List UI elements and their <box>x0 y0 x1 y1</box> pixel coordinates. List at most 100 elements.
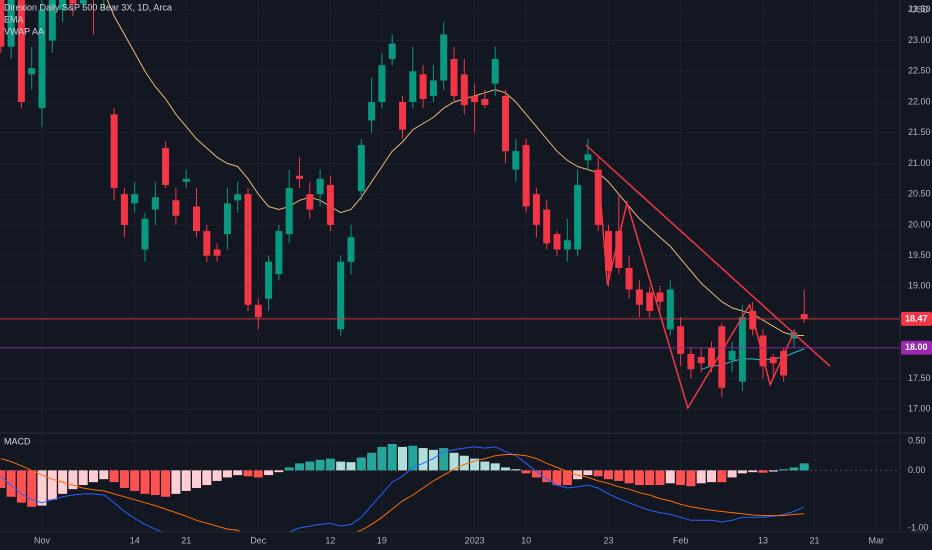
macd-hist-bar <box>161 470 171 497</box>
price-label: 18.47 <box>905 313 928 323</box>
macd-hist-bar <box>511 469 521 471</box>
candle-body <box>48 0 56 41</box>
legend-ema: EMA <box>4 14 24 24</box>
candle-body <box>296 175 303 179</box>
macd-hist-bar <box>470 458 480 471</box>
candle-body <box>254 304 262 318</box>
x-tick-label: 23 <box>603 535 613 545</box>
x-tick-label: 21 <box>809 535 819 545</box>
x-tick-label: Feb <box>673 535 689 545</box>
candle-body <box>79 0 87 4</box>
macd-hist-bar <box>552 470 562 486</box>
x-tick-label: 13 <box>758 535 768 545</box>
candle-body <box>625 267 633 290</box>
macd-title: MACD <box>4 436 31 446</box>
candle-body <box>749 310 757 330</box>
candle-body <box>800 314 808 319</box>
candle-body <box>223 203 231 235</box>
candle-body <box>502 95 509 152</box>
price-label-box <box>901 311 932 326</box>
candle-body <box>59 0 67 10</box>
candle-body <box>594 169 602 225</box>
candle-body <box>120 194 128 225</box>
candle-body <box>522 145 530 207</box>
macd-hist-bar <box>408 445 418 471</box>
candle-body <box>666 289 674 330</box>
candle-body <box>275 231 283 275</box>
macd-hist-bar <box>387 443 397 471</box>
macd-hist-bar <box>779 469 789 471</box>
macd-hist-bar <box>47 470 57 500</box>
macd-line <box>0 446 805 532</box>
macd-hist-bar <box>768 470 778 472</box>
macd-hist-bar <box>0 470 6 488</box>
x-tick-label: 12 <box>325 535 335 545</box>
macd-hist-bar <box>398 446 407 471</box>
macd-hist-bar <box>531 470 541 478</box>
macd-hist-bar <box>686 470 696 487</box>
macd-hist-bar <box>233 470 243 476</box>
candle-body <box>769 357 777 364</box>
macd-hist-bar <box>346 462 356 471</box>
grid <box>0 469 900 471</box>
candle-body <box>460 74 468 106</box>
candle-body <box>419 74 427 99</box>
candle-body <box>368 102 376 121</box>
macd-line <box>0 454 805 532</box>
macd-hist-bar <box>284 467 294 471</box>
price-label: 18.00 <box>905 342 928 352</box>
candle-body <box>481 98 489 106</box>
candle-body <box>326 184 334 225</box>
macd-hist-bar <box>634 470 644 486</box>
macd-tick-label: 0.00 <box>908 465 926 475</box>
macd-hist-bar <box>274 470 284 473</box>
y-tick-label: 20.00 <box>908 219 931 229</box>
candle-body <box>532 194 540 225</box>
macd-hist-bar <box>480 461 490 471</box>
macd-hist-bar <box>16 470 26 503</box>
macd-pane <box>0 443 809 532</box>
candle-body <box>0 0 5 47</box>
candle-body <box>738 317 746 382</box>
candle-body <box>347 237 355 262</box>
macd-hist-bar <box>356 457 366 471</box>
macd-hist-bar <box>253 470 263 478</box>
price-pane <box>0 0 900 410</box>
macd-hist-bar <box>119 470 129 488</box>
candle-body <box>718 326 726 388</box>
candle-body <box>110 114 118 189</box>
macd-hist-bar <box>696 470 706 484</box>
candle-body <box>182 178 190 182</box>
macd-hist-bar <box>212 470 222 481</box>
macd-hist-bar <box>655 470 665 486</box>
x-tick-label: Dec <box>250 535 267 545</box>
candle-body <box>563 240 571 250</box>
macd-hist-bar <box>459 455 469 471</box>
candle-body <box>28 68 36 75</box>
macd-hist-bar <box>665 470 675 484</box>
macd-hist-bar <box>707 470 716 483</box>
candle-body <box>780 350 788 376</box>
candle-body <box>306 194 314 210</box>
macd-hist-bar <box>737 470 747 474</box>
macd-hist-bar <box>264 470 274 476</box>
macd-hist-bar <box>192 470 201 488</box>
x-tick-label: 10 <box>521 535 531 545</box>
macd-hist-bar <box>604 470 613 480</box>
trend-drawing <box>597 170 796 410</box>
candle-body <box>759 335 767 367</box>
x-tick-label: 2023 <box>465 535 485 545</box>
macd-hist-bar <box>305 461 315 471</box>
candle-body <box>677 326 685 354</box>
macd-tick-label: 0.50 <box>908 435 926 445</box>
chart-title: Direxion Daily S&P 500 Bear 3X, 1D, Arca <box>4 2 172 12</box>
macd-hist-bar <box>367 452 377 471</box>
y-tick-label: 21.50 <box>908 127 931 137</box>
macd-hist-bar <box>418 448 428 471</box>
macd-hist-bar <box>171 470 181 494</box>
macd-hist-bar <box>222 470 232 478</box>
candle-body <box>687 353 695 370</box>
macd-hist-bar <box>727 470 737 478</box>
macd-hist-bar <box>789 467 799 471</box>
